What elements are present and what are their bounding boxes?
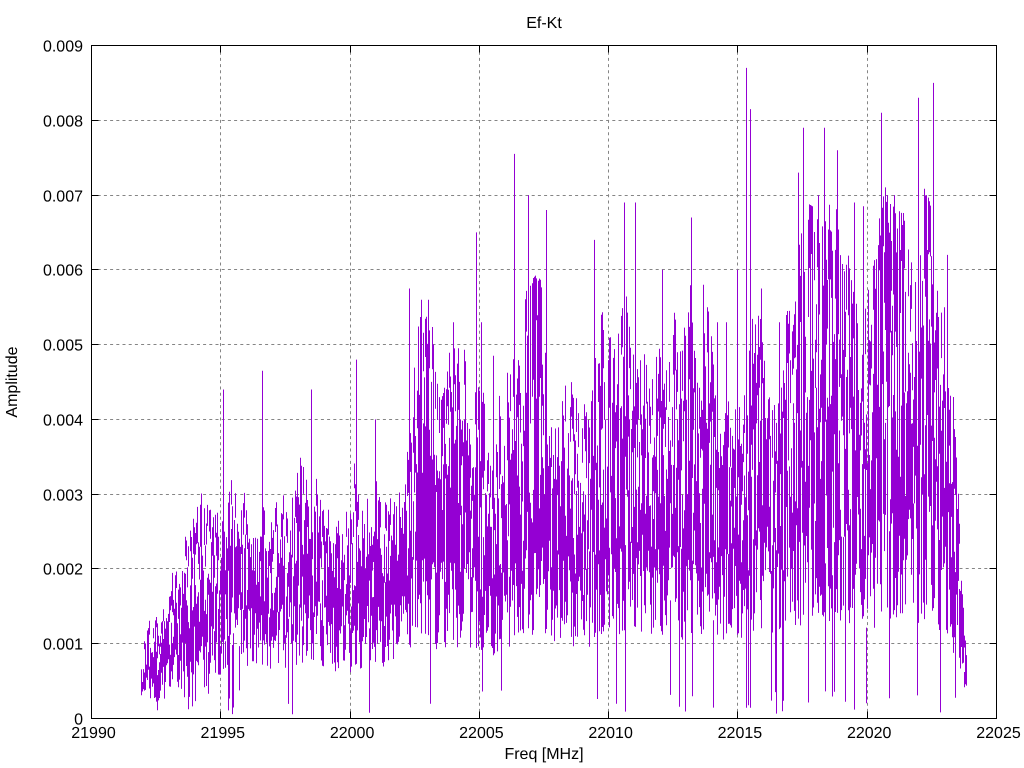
svg-text:0.001: 0.001: [43, 637, 83, 654]
svg-text:22010: 22010: [588, 725, 633, 742]
svg-text:0.009: 0.009: [43, 39, 83, 56]
svg-text:0: 0: [74, 712, 83, 729]
svg-text:22025: 22025: [976, 725, 1021, 742]
svg-text:0.006: 0.006: [43, 263, 83, 280]
svg-text:0.002: 0.002: [43, 562, 83, 579]
svg-text:0.004: 0.004: [43, 413, 83, 430]
svg-text:Freq [MHz]: Freq [MHz]: [504, 746, 583, 763]
svg-text:22020: 22020: [847, 725, 892, 742]
svg-text:22000: 22000: [330, 725, 375, 742]
svg-text:0.003: 0.003: [43, 488, 83, 505]
svg-text:0.005: 0.005: [43, 338, 83, 355]
svg-text:0.008: 0.008: [43, 114, 83, 131]
svg-text:21995: 21995: [201, 725, 246, 742]
svg-text:22015: 22015: [718, 725, 763, 742]
svg-text:0.007: 0.007: [43, 189, 83, 206]
svg-text:21990: 21990: [71, 725, 116, 742]
svg-text:Ef-Kt: Ef-Kt: [526, 15, 562, 32]
svg-text:22005: 22005: [459, 725, 504, 742]
svg-text:Amplitude: Amplitude: [4, 346, 21, 417]
